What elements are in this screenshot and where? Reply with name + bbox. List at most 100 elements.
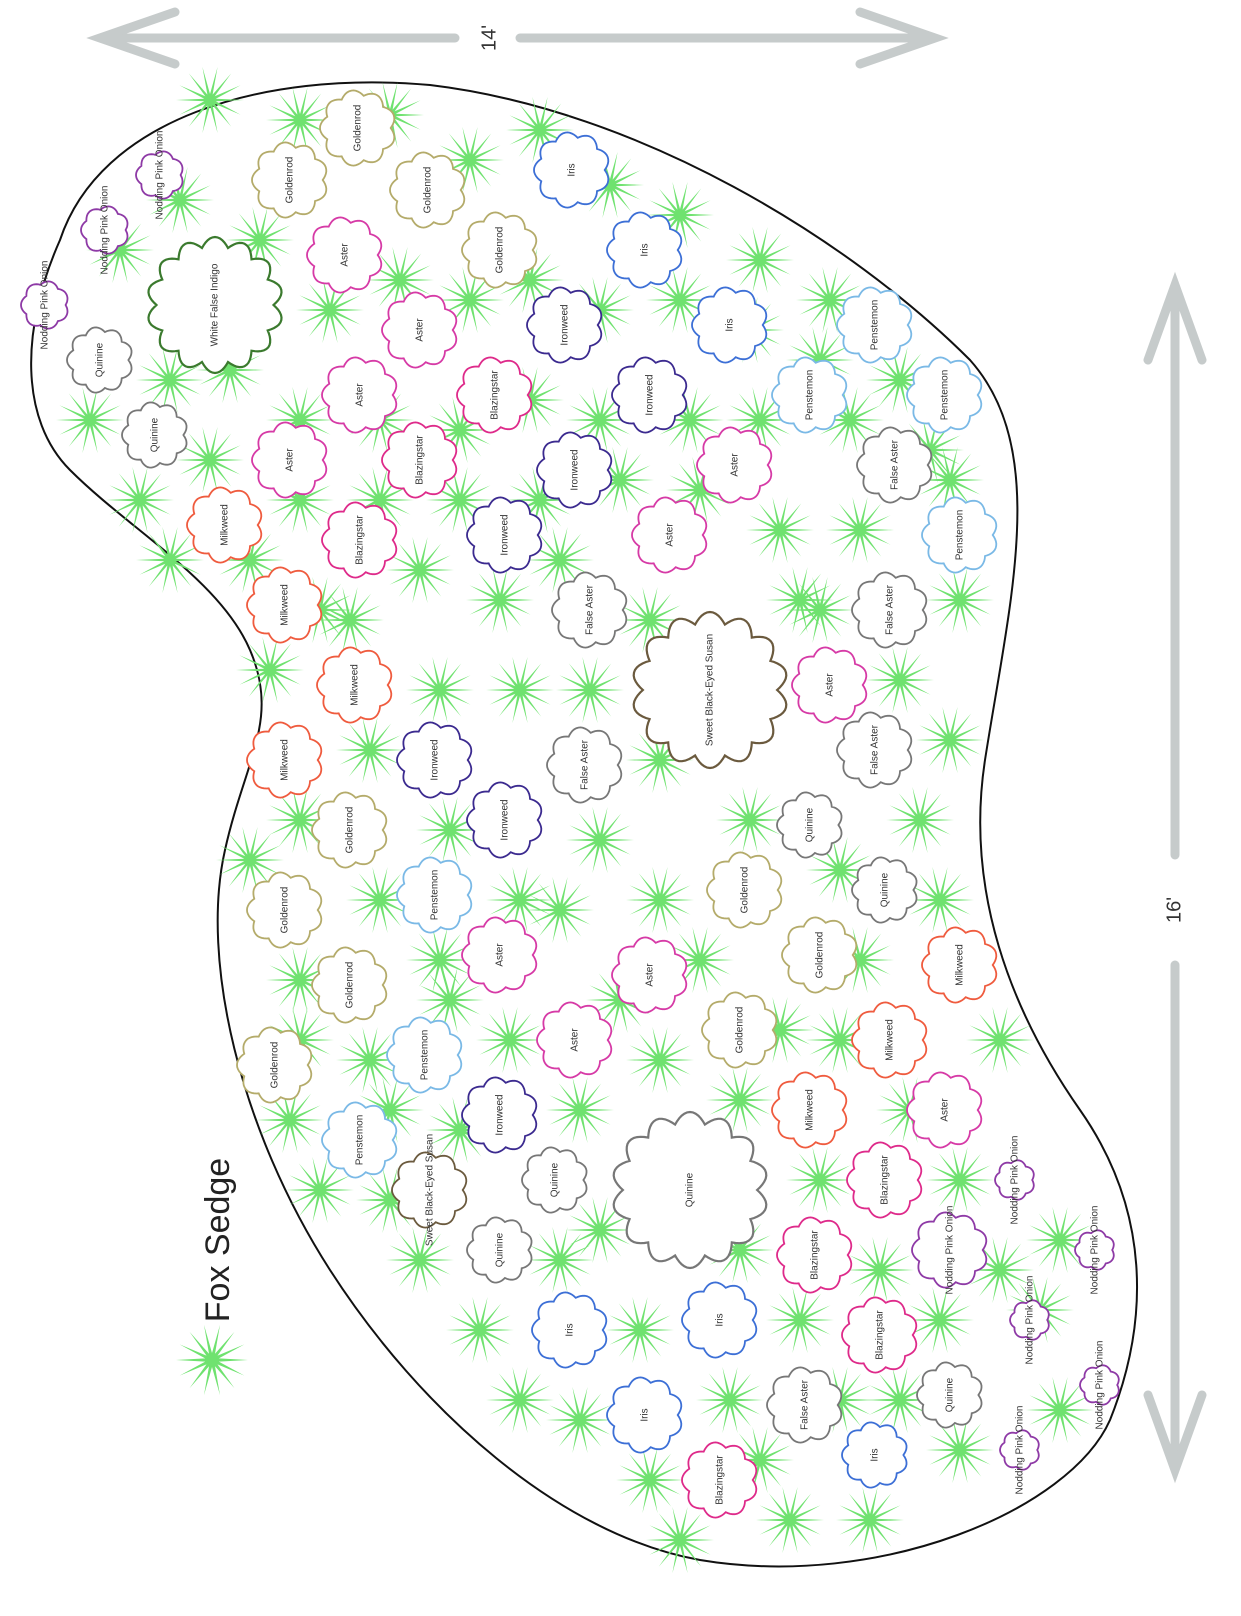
plant-label: Blazingstar [715,1455,726,1505]
fox-sedge-icon [346,466,414,534]
plant-blazingstar: Blazingstar [776,1216,853,1294]
plant-label: Goldenrod [285,157,296,204]
plant-label: Nodding Pink Onion [1015,1406,1026,1495]
plant-quinine: Quinine [521,1146,588,1214]
plant-outline [691,286,768,364]
plant-outline [321,1101,398,1179]
plant-outline [1079,1364,1120,1406]
plant-label: Nodding Pink Onion [100,186,111,275]
plant-label: False Aster [585,584,596,635]
fox-sedge-icon [356,1166,424,1234]
fox-sedge-icon [366,246,434,314]
plant-label: Blazingstar [415,435,426,485]
plant-aster: Aster [791,646,868,724]
fox-sedge-icon [286,1156,354,1224]
fox-sedge-icon [566,806,634,874]
plant-label: Goldenrod [423,167,434,214]
fox-sedge-icon [56,386,124,454]
width-dimension-label: 14' [478,25,500,51]
fox-sedge-icon [356,1076,424,1144]
fox-sedge-icon [966,1236,1034,1304]
fox-sedge-icon [406,656,474,724]
plant-outline [906,356,983,434]
fox-sedge-icon [926,1416,994,1484]
plant-label: Milkweed [955,944,966,986]
plant-outline [791,646,868,724]
plant-outline [466,496,543,574]
plant-outline [999,1429,1040,1471]
plant-label: Blazingstar [355,515,366,565]
plant-goldenrod: Goldenrod [389,151,466,229]
plant-outline [551,571,628,649]
fox-sedge-icon [106,466,174,534]
plant-outline [776,791,843,859]
plant-outline [66,326,133,394]
fox-sedge-icon [426,466,494,534]
fox-sedge-icon [386,1226,454,1294]
fox-sedge-icon [266,466,334,534]
plant-sweet-black-eyed-susan: Sweet Black-Eyed Susan [632,610,788,770]
plant-label: Milkweed [885,1019,896,1061]
plant-label: Goldenrod [495,227,506,274]
plant-label: Blazingstar [490,370,501,420]
fox-sedge-icon [586,966,654,1034]
plant-outline [186,486,263,564]
fox-sedge-icon [746,996,814,1064]
plant-goldenrod: Goldenrod [251,141,328,219]
fox-sedge-icon [416,966,484,1034]
fox-sedge-icon [626,866,694,934]
plant-quinine: Quinine [466,1216,533,1284]
plant-label: Quinine [805,807,816,842]
plant-outline [906,1071,983,1149]
plant-nodding-pink-onion: Nodding Pink Onion [994,1136,1035,1224]
plant-label: Iris [640,1408,651,1421]
plant-nodding-pink-onion: Nodding Pink Onion [20,261,69,349]
length-dimension-label: 16' [1163,897,1185,923]
plant-quinine: Quinine [121,401,188,469]
plant-label: False Aster [885,584,896,635]
plant-milkweed: Milkweed [316,646,393,724]
fox-sedge-icon [416,796,484,864]
plant-penstemon: Penstemon [386,1016,463,1094]
plant-iris: Iris [606,1376,683,1454]
plant-outline [536,431,613,509]
plant-aster: Aster [906,1071,983,1149]
plant-sweet-black-eyed-susan: Sweet Black-Eyed Susan [391,1134,468,1246]
plant-outline [781,916,858,994]
plant-label: Milkweed [350,664,361,706]
fox-sedge-icon [696,1366,764,1434]
plant-outline [306,216,383,294]
fox-sedge-icon [786,326,854,394]
plant-nodding-pink-onion: Nodding Pink Onion [80,186,129,275]
plant-outline [311,791,388,869]
plant-outline [546,726,623,804]
plant-label: Quinine [495,1232,506,1267]
plant-false-aster: False Aster [836,711,913,789]
fox-sedge-icon [216,526,284,594]
fox-sedge-icon [756,1486,824,1554]
plant-nodding-pink-onion: Nodding Pink Onion [1079,1341,1120,1429]
plant-outline [851,571,928,649]
plant-quinine: Quinine [612,1110,768,1270]
fox-sedge-icon [1026,1376,1094,1444]
plant-outline [536,1001,613,1079]
plant-label: Penstemon [430,870,441,921]
fox-sedge-icon [916,706,984,774]
plant-outline [466,781,543,859]
plant-outline [456,356,533,434]
plant-aster: Aster [321,356,398,434]
plant-milkweed: Milkweed [771,1071,848,1149]
plant-outline [851,856,918,924]
plant-outline [461,1076,538,1154]
plant-outline [236,1026,313,1104]
plant-outline [611,356,688,434]
plant-blazingstar: Blazingstar [456,356,533,434]
plant-outline [391,1151,468,1229]
plant-outline [836,711,913,789]
plant-label: Penstemon [805,370,816,421]
plant-label: Quinine [685,1172,696,1207]
plant-label: White False Indigo [210,263,221,346]
plant-outline [135,150,184,200]
plant-outline [612,1110,768,1270]
fox-sedge-icon [496,246,564,314]
